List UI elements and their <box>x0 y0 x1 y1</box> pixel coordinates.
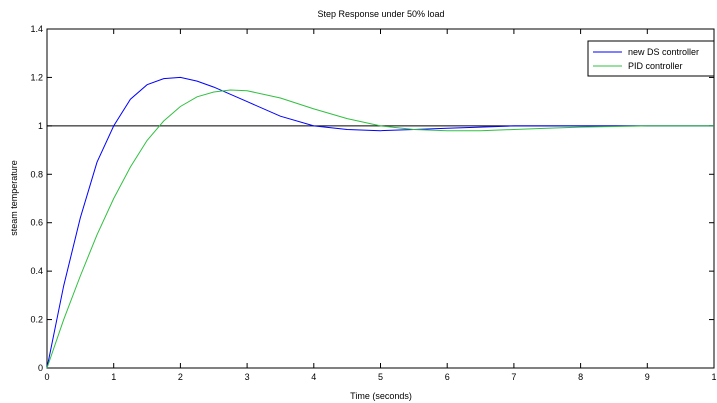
x-tick-label: 3 <box>245 372 250 382</box>
x-tick-label: 5 <box>378 372 383 382</box>
x-tick-label: 2 <box>178 372 183 382</box>
y-tick-label: 0.6 <box>30 218 43 228</box>
y-tick-label: 0.4 <box>30 266 43 276</box>
x-tick-label: 0 <box>44 372 49 382</box>
legend-label: new DS controller <box>628 47 699 57</box>
x-axis-label: Time (seconds) <box>350 391 412 401</box>
plot-frame <box>46 28 715 369</box>
x-tick-label: 4 <box>311 372 316 382</box>
x-tick-label: 1 <box>111 372 116 382</box>
y-tick-label: 0 <box>38 363 43 373</box>
series-line-pid-controller <box>46 89 714 369</box>
y-tick-label: 1.2 <box>30 72 43 82</box>
x-tick-label: 7 <box>511 372 516 382</box>
legend-box <box>587 40 715 77</box>
plot-area: 0 1 2 3 4 5 6 7 8 9 100.20.40.60.811.21.4 <box>30 24 716 382</box>
y-tick-label: 0.8 <box>30 169 43 179</box>
y-tick-label: 1.4 <box>30 24 43 34</box>
x-tick-label: 6 <box>445 372 450 382</box>
legend: new DS controller PID controller <box>587 40 715 77</box>
x-tick-label: 1 <box>711 372 716 382</box>
y-tick-label: 0.2 <box>30 315 43 325</box>
series-line-ds-controller <box>46 76 714 369</box>
y-tick-label: 1 <box>38 121 43 131</box>
y-axis-label: steam temperature <box>9 160 19 236</box>
chart-title: Step Response under 50% load <box>317 9 444 19</box>
x-tick-label: 9 <box>645 372 650 382</box>
legend-label: PID controller <box>628 61 683 71</box>
x-tick-label: 8 <box>578 372 583 382</box>
